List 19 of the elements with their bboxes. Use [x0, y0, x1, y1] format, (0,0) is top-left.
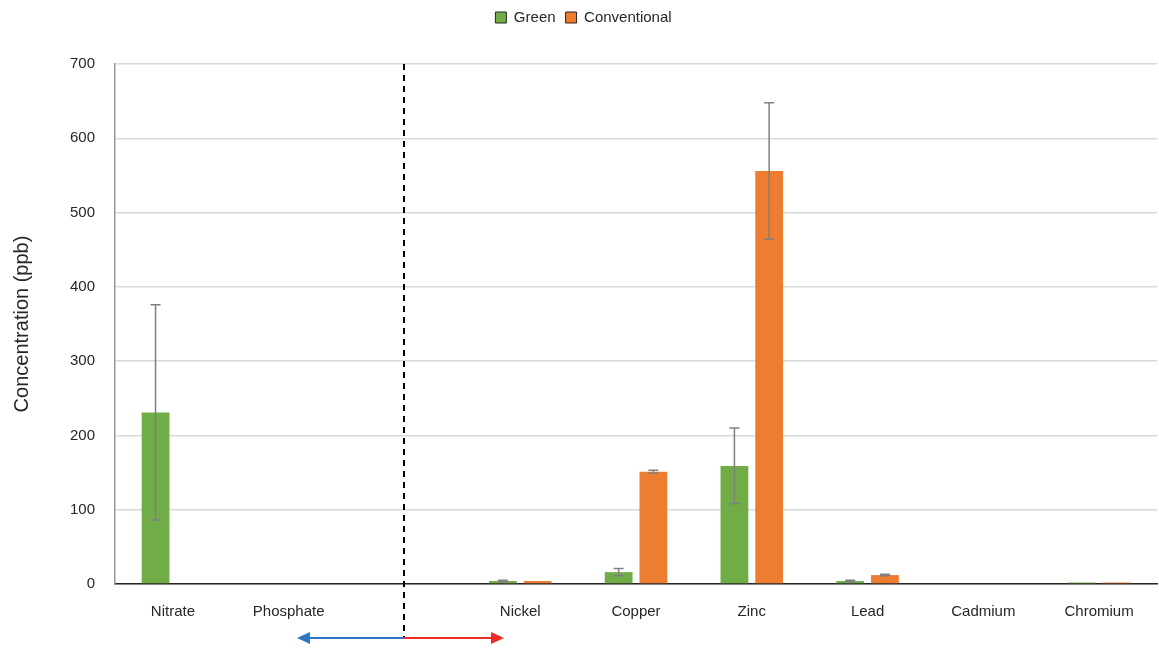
x-tick-label: Cadmium: [951, 602, 1016, 620]
x-tick-label: Nitrate: [150, 602, 196, 620]
y-tick-label: 600: [70, 128, 96, 146]
y-tick-label: 500: [70, 202, 96, 220]
y-tick-label: 400: [70, 277, 96, 294]
x-tick-label: Chromium: [1064, 602, 1134, 620]
x-tick-label: Zinc: [737, 602, 767, 620]
y-axis-title: Concentration (ppb): [9, 235, 32, 413]
y-tick-label: 200: [70, 425, 96, 443]
x-tick-label: Nickel: [499, 602, 541, 620]
y-tick-label: 700: [70, 54, 96, 72]
x-tick-label: Phosphate: [252, 602, 325, 620]
legend-label: Green: [513, 7, 556, 25]
x-tick-label: Copper: [611, 602, 661, 620]
x-tick-label: Lead: [850, 602, 885, 620]
y-tick-label: 100: [70, 499, 96, 517]
legend-label: Conventional: [584, 7, 672, 25]
y-tick-label: 0: [86, 574, 96, 592]
y-tick-label: 300: [70, 351, 96, 369]
